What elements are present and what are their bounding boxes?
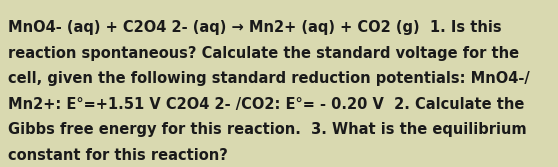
Text: reaction spontaneous? Calculate the standard voltage for the: reaction spontaneous? Calculate the stan… [8,46,519,60]
Text: MnO4- (aq) + C2O4 2- (aq) → Mn2+ (aq) + CO2 (g)  1. Is this: MnO4- (aq) + C2O4 2- (aq) → Mn2+ (aq) + … [8,20,502,35]
Text: cell, given the following standard reduction potentials: MnO4-/: cell, given the following standard reduc… [8,71,530,86]
Text: constant for this reaction?: constant for this reaction? [8,148,228,163]
Text: Mn2+: E°=+1.51 V C2O4 2- /CO2: E°= - 0.20 V  2. Calculate the: Mn2+: E°=+1.51 V C2O4 2- /CO2: E°= - 0.2… [8,97,525,112]
Text: Gibbs free energy for this reaction.  3. What is the equilibrium: Gibbs free energy for this reaction. 3. … [8,122,527,137]
